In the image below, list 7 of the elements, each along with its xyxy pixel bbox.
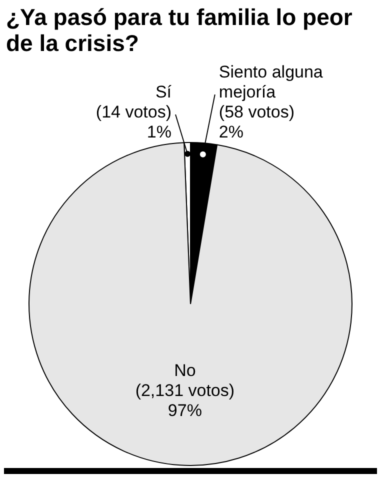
data-label: (58 votos) 2% [218, 102, 294, 142]
slice-label: Sí [155, 82, 172, 102]
slice-label: No [174, 360, 196, 380]
data-label: (2,131 votos) 97% [135, 380, 235, 420]
slice-label: Siento alguna mejoría [218, 62, 324, 102]
chart-title: ¿Ya pasó para tu familia lo peor de la crisis? [6, 4, 354, 56]
data-label: (14 votos) 1% [96, 102, 172, 142]
